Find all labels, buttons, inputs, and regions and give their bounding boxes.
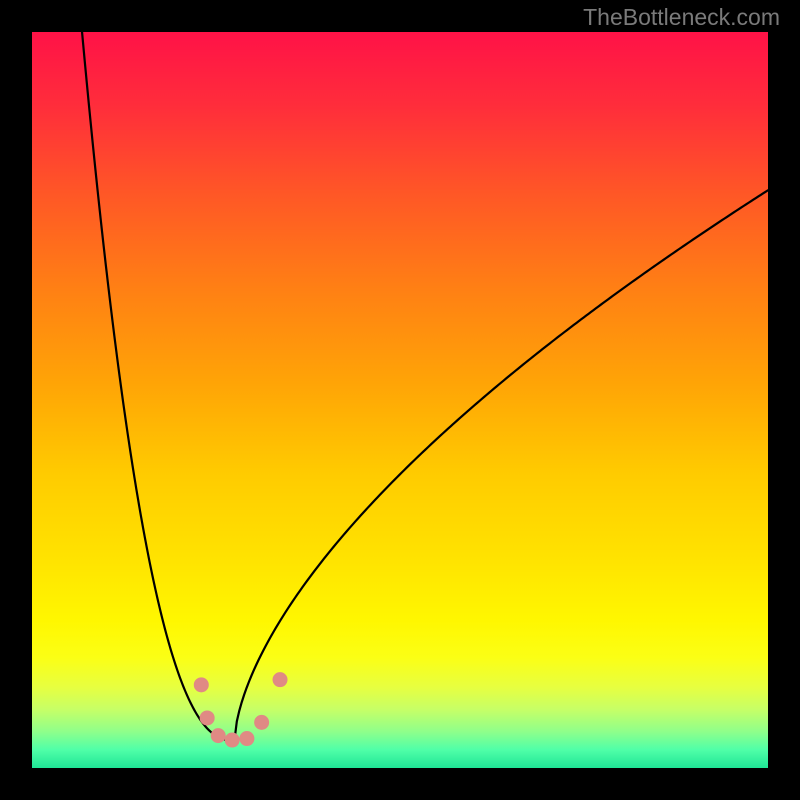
data-marker bbox=[273, 672, 288, 687]
chart-container: TheBottleneck.com bbox=[0, 0, 800, 800]
watermark-text: TheBottleneck.com bbox=[583, 4, 780, 31]
data-marker bbox=[239, 731, 254, 746]
data-marker bbox=[200, 710, 215, 725]
plot-area bbox=[32, 32, 768, 768]
data-marker bbox=[194, 677, 209, 692]
data-marker bbox=[254, 715, 269, 730]
data-marker bbox=[225, 733, 240, 748]
data-marker bbox=[211, 728, 226, 743]
chart-svg bbox=[32, 32, 768, 768]
